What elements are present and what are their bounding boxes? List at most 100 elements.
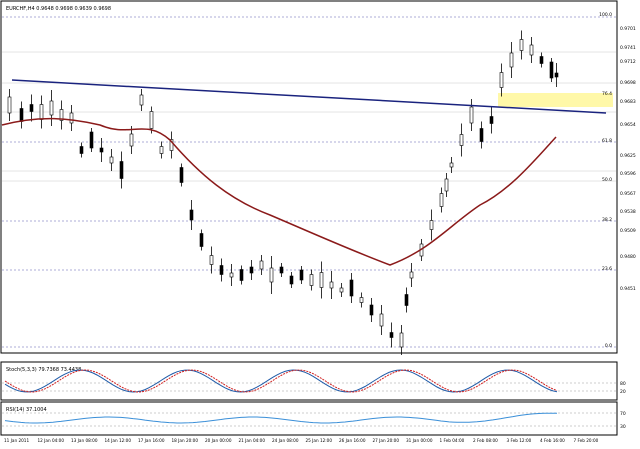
- candle-body: [69, 112, 74, 124]
- candle-body: [349, 279, 354, 297]
- candle-body: [459, 134, 464, 146]
- candle-body: [554, 72, 559, 78]
- candle-body: [444, 178, 449, 192]
- candle-body: [479, 128, 484, 142]
- time-axis-label: 12 Jan 04:00: [38, 438, 65, 443]
- candle-body: [229, 272, 234, 278]
- candle-body: [7, 96, 12, 114]
- candle-body: [129, 133, 134, 147]
- fib-level-label: 0.0: [605, 343, 612, 349]
- candle-body: [59, 109, 64, 121]
- candle-body: [379, 313, 384, 327]
- stoch-axis-label: 20: [620, 389, 626, 395]
- time-axis-label: 27 Jan 20:00: [373, 438, 400, 443]
- rsi-label: RSI(14) 37.1004: [6, 407, 47, 413]
- price-axis-label: 0.9538: [620, 209, 636, 215]
- candle-body: [409, 271, 414, 279]
- candle-body: [189, 209, 194, 221]
- rsi-axis-label: 70: [620, 411, 626, 417]
- time-axis-label: 18 Jan 20:00: [172, 438, 199, 443]
- time-axis-label: 31 Jan 00:00: [406, 438, 433, 443]
- price-axis-label: 0.9683: [620, 99, 636, 105]
- stoch-label: Stoch(5,3,3) 79.7368 73.4438: [6, 367, 81, 373]
- price-axis-label: 0.9625: [620, 153, 636, 159]
- price-axis-label: 0.9698: [620, 80, 636, 86]
- fib-level-label: 100.0: [599, 12, 612, 18]
- price-axis-label: 0.9741: [620, 45, 636, 51]
- time-axis-label: 24 Jan 08:00: [272, 438, 299, 443]
- price-axis-label: 0.9654: [620, 122, 636, 128]
- stoch-panel-border: [0, 361, 618, 401]
- candle-body: [439, 193, 444, 207]
- candle-body: [499, 72, 504, 88]
- candle-body: [39, 104, 44, 120]
- time-axis-label: 4 Feb 16:00: [540, 438, 565, 443]
- candle-body: [249, 266, 254, 274]
- time-axis-label: 11 Jan 2011: [4, 438, 29, 443]
- rsi-line: [4, 412, 558, 424]
- candle-body: [49, 100, 54, 116]
- candle-body: [219, 265, 224, 275]
- price-axis-label: 0.9596: [620, 171, 636, 177]
- price-axis-label: 0.9567: [620, 191, 636, 197]
- candle-body: [279, 266, 284, 274]
- price-axis-label: 0.9509: [620, 228, 636, 234]
- candle-body: [199, 233, 204, 247]
- candle-body: [359, 297, 364, 303]
- candle-body: [469, 106, 474, 124]
- trendline: [11, 79, 607, 114]
- candle-body: [209, 255, 214, 265]
- candle-body: [329, 281, 334, 289]
- candle-body: [529, 44, 534, 56]
- candle-body: [519, 39, 524, 51]
- price-axis-label: 0.9712: [620, 59, 636, 65]
- fib-level-label: 23.6: [602, 266, 612, 272]
- price-axis-label: 0.9480: [620, 254, 636, 260]
- axis-labels: 0.9701 0.9741 0.9712 0.9698 0.9683 0.9654 0.96…: [4, 12, 636, 443]
- time-axis-label: 25 Jan 12:00: [306, 438, 333, 443]
- candle-body: [539, 56, 544, 64]
- price-axis-label: 0.9451: [620, 286, 636, 292]
- stoch-signal-line: [4, 369, 558, 393]
- candle-body: [549, 61, 554, 79]
- candle-body: [449, 162, 454, 168]
- time-axis-label: 1 Feb 04:00: [440, 438, 465, 443]
- candle-body: [259, 260, 264, 270]
- candle-body: [289, 275, 294, 285]
- candle-body: [89, 131, 94, 149]
- candle-body: [19, 108, 24, 122]
- candle-body: [429, 220, 434, 230]
- rsi-axis-label: 30: [620, 424, 626, 430]
- candle-body: [319, 272, 324, 288]
- fib-level-label: 61.8: [602, 138, 612, 144]
- candle-body: [119, 161, 124, 179]
- fib-level-label: 50.0: [602, 177, 612, 183]
- candle-body: [389, 332, 394, 338]
- highlight-zone: [498, 93, 613, 107]
- candle-body: [339, 287, 344, 293]
- fib-level-label: 76.4: [602, 91, 612, 97]
- candle-body: [109, 156, 114, 164]
- time-axis-label: 21 Jan 04:00: [239, 438, 266, 443]
- moving-average-line: [1, 117, 557, 266]
- candle-body: [179, 167, 184, 183]
- candle-body: [99, 147, 104, 153]
- candle-body: [239, 269, 244, 281]
- time-axis-label: 2 Feb 08:00: [473, 438, 498, 443]
- time-axis-label: 7 Feb 20:00: [574, 438, 599, 443]
- candle-body: [159, 146, 164, 154]
- chart-title: EURCHF,H4 0.9648 0.9698 0.9639 0.9698: [6, 6, 111, 12]
- main-panel-border: [0, 0, 618, 354]
- candle-body: [399, 332, 404, 348]
- candle-body: [309, 274, 314, 286]
- candle-body: [369, 304, 374, 316]
- candle-body: [404, 294, 409, 306]
- candle-body: [139, 94, 144, 106]
- time-axis-label: 26 Jan 16:00: [339, 438, 366, 443]
- candle-body: [299, 269, 304, 281]
- candle-body: [269, 267, 274, 283]
- time-axis-label: 20 Jan 00:00: [205, 438, 232, 443]
- stochastic-lines: [4, 369, 558, 393]
